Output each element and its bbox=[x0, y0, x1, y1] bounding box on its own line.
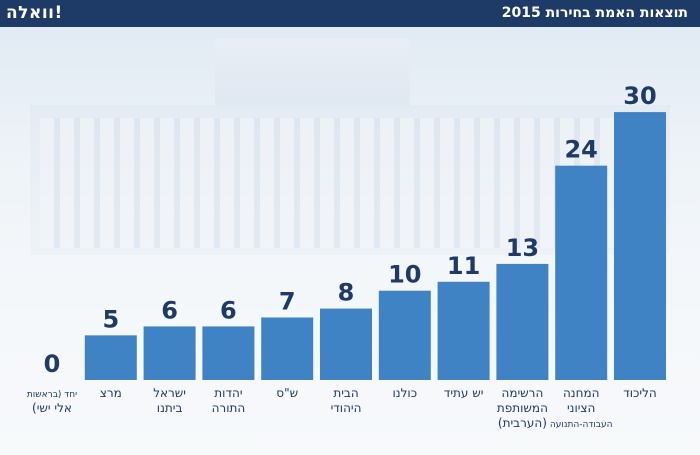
party-label-10-0: הליכוד bbox=[623, 386, 657, 400]
bar-3 bbox=[202, 326, 255, 380]
bar-2 bbox=[143, 326, 196, 380]
party-label-9-2: העבודה-התנועה bbox=[550, 420, 613, 430]
bar-value-label-2: 6 bbox=[161, 296, 178, 324]
party-label-3-0: יהדות bbox=[214, 386, 242, 400]
bar-4 bbox=[261, 317, 314, 380]
bar-6 bbox=[378, 290, 431, 380]
party-label-0-0: יחד (בראשות bbox=[27, 390, 77, 400]
party-label-2-0: ישראל bbox=[153, 386, 186, 400]
bar-10 bbox=[614, 112, 666, 380]
bar-value-label-10: 30 bbox=[623, 82, 656, 110]
bar-value-label-0: 0 bbox=[44, 350, 61, 378]
party-label-2-1: ביתנו bbox=[157, 401, 183, 415]
party-label-8-1: המשותפת bbox=[497, 401, 548, 415]
party-label-5-0: הבית bbox=[333, 386, 358, 400]
party-label-3-1: התורה bbox=[212, 401, 246, 415]
bar-value-label-6: 10 bbox=[388, 261, 421, 289]
bar-value-label-3: 6 bbox=[220, 296, 237, 324]
bar-8 bbox=[496, 263, 549, 380]
bar-value-label-9: 24 bbox=[564, 136, 597, 164]
bar-value-label-1: 5 bbox=[102, 305, 119, 333]
party-label-7-0: יש עתיד bbox=[444, 386, 484, 400]
party-label-6-0: כולנו bbox=[393, 386, 418, 400]
bar-7 bbox=[437, 281, 490, 380]
party-label-4-0: ש"ס bbox=[276, 386, 298, 400]
party-label-8-2: (הערבית) bbox=[498, 416, 547, 430]
bar-9 bbox=[555, 165, 608, 380]
bar-1 bbox=[84, 335, 137, 380]
party-label-1-0: מרצ bbox=[100, 386, 122, 400]
chart-title: תוצאות האמת בחירות 2015 bbox=[501, 5, 688, 21]
header-bar: וואלה! תוצאות האמת בחירות 2015 bbox=[0, 0, 700, 27]
bar-value-label-8: 13 bbox=[506, 234, 539, 262]
bar-value-label-5: 8 bbox=[338, 279, 355, 307]
party-label-0-1: אלי ישי) bbox=[32, 401, 72, 415]
bar-5 bbox=[320, 308, 372, 380]
party-label-9-1: הציוני bbox=[567, 401, 595, 415]
party-label-8-0: הרשימה bbox=[502, 386, 544, 400]
party-label-9-0: המחנה bbox=[563, 386, 599, 400]
bar-value-label-4: 7 bbox=[279, 287, 296, 315]
flag-background-image bbox=[215, 38, 410, 108]
party-label-5-1: היהודי bbox=[331, 401, 362, 415]
bar-value-label-7: 11 bbox=[447, 252, 480, 280]
walla-logo[interactable]: וואלה! bbox=[6, 3, 63, 23]
